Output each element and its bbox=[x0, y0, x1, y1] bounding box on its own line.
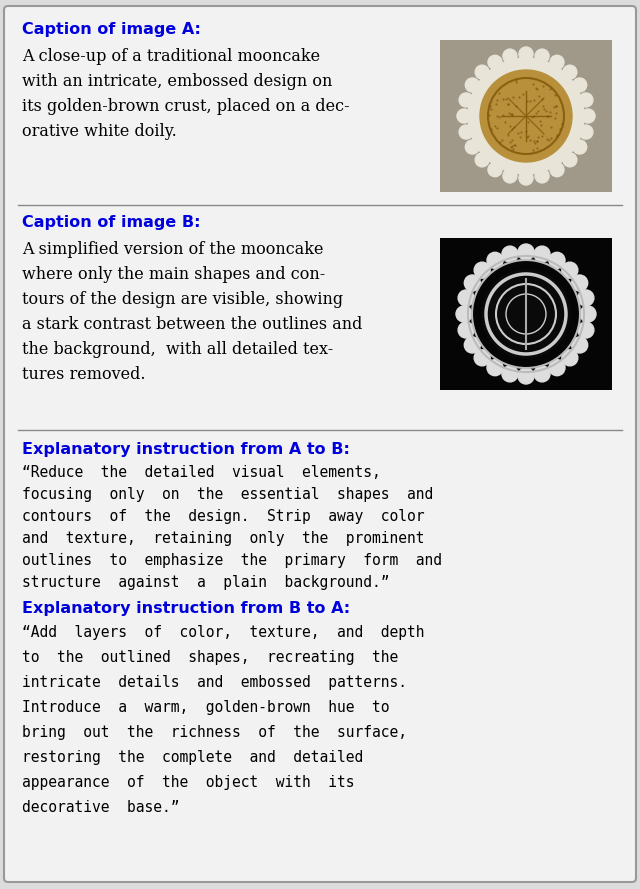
Text: its golden-brown crust, placed on a dec-: its golden-brown crust, placed on a dec- bbox=[22, 98, 349, 115]
Circle shape bbox=[562, 262, 578, 278]
Circle shape bbox=[456, 306, 472, 322]
Text: restoring  the  complete  and  detailed: restoring the complete and detailed bbox=[22, 750, 364, 765]
Text: to  the  outlined  shapes,  recreating  the: to the outlined shapes, recreating the bbox=[22, 650, 398, 665]
Circle shape bbox=[465, 78, 479, 92]
Bar bbox=[440, 238, 612, 390]
Circle shape bbox=[518, 244, 534, 260]
Text: and  texture,  retaining  only  the  prominent: and texture, retaining only the prominen… bbox=[22, 531, 424, 546]
Circle shape bbox=[573, 140, 587, 154]
Circle shape bbox=[535, 169, 549, 183]
Circle shape bbox=[464, 275, 480, 291]
Circle shape bbox=[549, 360, 565, 376]
Circle shape bbox=[488, 55, 502, 69]
Circle shape bbox=[519, 47, 533, 61]
Text: decorative  base.”: decorative base.” bbox=[22, 800, 179, 815]
Circle shape bbox=[488, 163, 502, 177]
Circle shape bbox=[475, 65, 489, 79]
Circle shape bbox=[480, 70, 572, 162]
Text: intricate  details  and  embossed  patterns.: intricate details and embossed patterns. bbox=[22, 675, 407, 690]
Text: Caption of image A:: Caption of image A: bbox=[22, 22, 201, 37]
Text: Introduce  a  warm,  golden-brown  hue  to: Introduce a warm, golden-brown hue to bbox=[22, 700, 390, 715]
Circle shape bbox=[468, 58, 584, 174]
Circle shape bbox=[503, 169, 517, 183]
Text: tures removed.: tures removed. bbox=[22, 366, 145, 383]
Text: A close-up of a traditional mooncake: A close-up of a traditional mooncake bbox=[22, 48, 320, 65]
Circle shape bbox=[534, 366, 550, 382]
Text: the background,  with all detailed tex-: the background, with all detailed tex- bbox=[22, 341, 333, 358]
Text: bring  out  the  richness  of  the  surface,: bring out the richness of the surface, bbox=[22, 725, 407, 740]
Circle shape bbox=[578, 290, 594, 306]
Text: a stark contrast between the outlines and: a stark contrast between the outlines an… bbox=[22, 316, 362, 333]
Text: Caption of image B:: Caption of image B: bbox=[22, 215, 200, 230]
Circle shape bbox=[465, 140, 479, 154]
Text: orative white doily.: orative white doily. bbox=[22, 123, 177, 140]
Text: outlines  to  emphasize  the  primary  form  and: outlines to emphasize the primary form a… bbox=[22, 553, 442, 568]
Circle shape bbox=[550, 55, 564, 69]
Circle shape bbox=[573, 78, 587, 92]
Text: A simplified version of the mooncake: A simplified version of the mooncake bbox=[22, 241, 323, 258]
Circle shape bbox=[457, 109, 471, 123]
Text: where only the main shapes and con-: where only the main shapes and con- bbox=[22, 266, 325, 283]
Circle shape bbox=[459, 125, 473, 139]
Circle shape bbox=[464, 337, 480, 353]
Circle shape bbox=[519, 171, 533, 185]
Circle shape bbox=[579, 93, 593, 107]
Circle shape bbox=[550, 163, 564, 177]
Circle shape bbox=[475, 153, 489, 167]
Text: “Add  layers  of  color,  texture,  and  depth: “Add layers of color, texture, and depth bbox=[22, 625, 424, 640]
Circle shape bbox=[518, 368, 534, 384]
Circle shape bbox=[534, 246, 550, 262]
Bar bbox=[440, 40, 612, 192]
Circle shape bbox=[502, 366, 518, 382]
Circle shape bbox=[581, 109, 595, 123]
Text: Explanatory instruction from A to B:: Explanatory instruction from A to B: bbox=[22, 442, 350, 457]
Circle shape bbox=[580, 306, 596, 322]
Circle shape bbox=[474, 262, 490, 278]
Circle shape bbox=[563, 65, 577, 79]
Circle shape bbox=[503, 49, 517, 63]
Circle shape bbox=[458, 290, 474, 306]
Text: focusing  only  on  the  essential  shapes  and: focusing only on the essential shapes an… bbox=[22, 487, 433, 502]
Circle shape bbox=[474, 350, 490, 366]
Text: “Reduce  the  detailed  visual  elements,: “Reduce the detailed visual elements, bbox=[22, 465, 381, 480]
Circle shape bbox=[535, 49, 549, 63]
Circle shape bbox=[487, 360, 503, 376]
Text: structure  against  a  plain  background.”: structure against a plain background.” bbox=[22, 575, 390, 590]
Circle shape bbox=[482, 270, 570, 358]
Text: appearance  of  the  object  with  its: appearance of the object with its bbox=[22, 775, 355, 790]
Circle shape bbox=[579, 125, 593, 139]
Circle shape bbox=[563, 153, 577, 167]
Circle shape bbox=[487, 252, 503, 268]
Circle shape bbox=[458, 322, 474, 338]
Circle shape bbox=[459, 93, 473, 107]
Circle shape bbox=[562, 350, 578, 366]
Text: with an intricate, embossed design on: with an intricate, embossed design on bbox=[22, 73, 332, 90]
Circle shape bbox=[572, 337, 588, 353]
Circle shape bbox=[578, 322, 594, 338]
FancyBboxPatch shape bbox=[4, 6, 636, 882]
Circle shape bbox=[572, 275, 588, 291]
Text: contours  of  the  design.  Strip  away  color: contours of the design. Strip away color bbox=[22, 509, 424, 524]
Circle shape bbox=[549, 252, 565, 268]
Text: tours of the design are visible, showing: tours of the design are visible, showing bbox=[22, 291, 343, 308]
Text: Explanatory instruction from B to A:: Explanatory instruction from B to A: bbox=[22, 601, 350, 616]
Circle shape bbox=[502, 246, 518, 262]
